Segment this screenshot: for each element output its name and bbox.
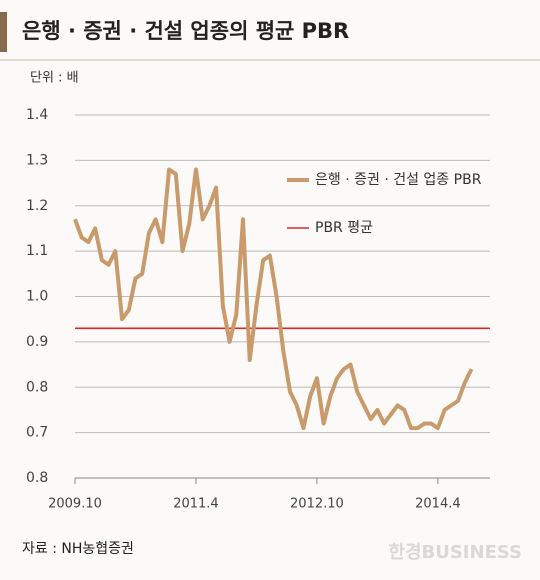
x-tick-label: 2012.10 [290, 497, 344, 512]
y-tick-label: 1.1 [26, 243, 48, 259]
y-tick-label: 1.3 [26, 152, 48, 168]
x-tick-label: 2009.10 [48, 497, 102, 512]
title-accent [0, 12, 7, 52]
x-tick-label: 2014.4 [415, 497, 461, 512]
x-tick-label: 2011.4 [173, 497, 219, 512]
watermark: 한경BUSINESS [388, 542, 522, 563]
y-tick-label: 0.8 [26, 470, 48, 486]
y-tick-label: 0.9 [26, 334, 48, 350]
unit-label: 단위 : 배 [30, 71, 79, 86]
y-tick-label: 1.2 [26, 198, 48, 214]
legend-label: 은행 · 증권 · 건설 업종 PBR [315, 172, 482, 188]
y-tick-label: 0.8 [26, 379, 48, 395]
y-tick-label: 0.7 [26, 425, 48, 441]
y-tick-label: 1.0 [26, 289, 48, 305]
source: 자료 : NH농협증권 [22, 541, 134, 557]
y-tick-label: 1.4 [26, 107, 48, 123]
legend-label: PBR 평균 [315, 220, 373, 236]
series-line [73, 167, 474, 431]
chart-title: 은행 · 증권 · 건설 업종의 평균 PBR [22, 19, 349, 43]
